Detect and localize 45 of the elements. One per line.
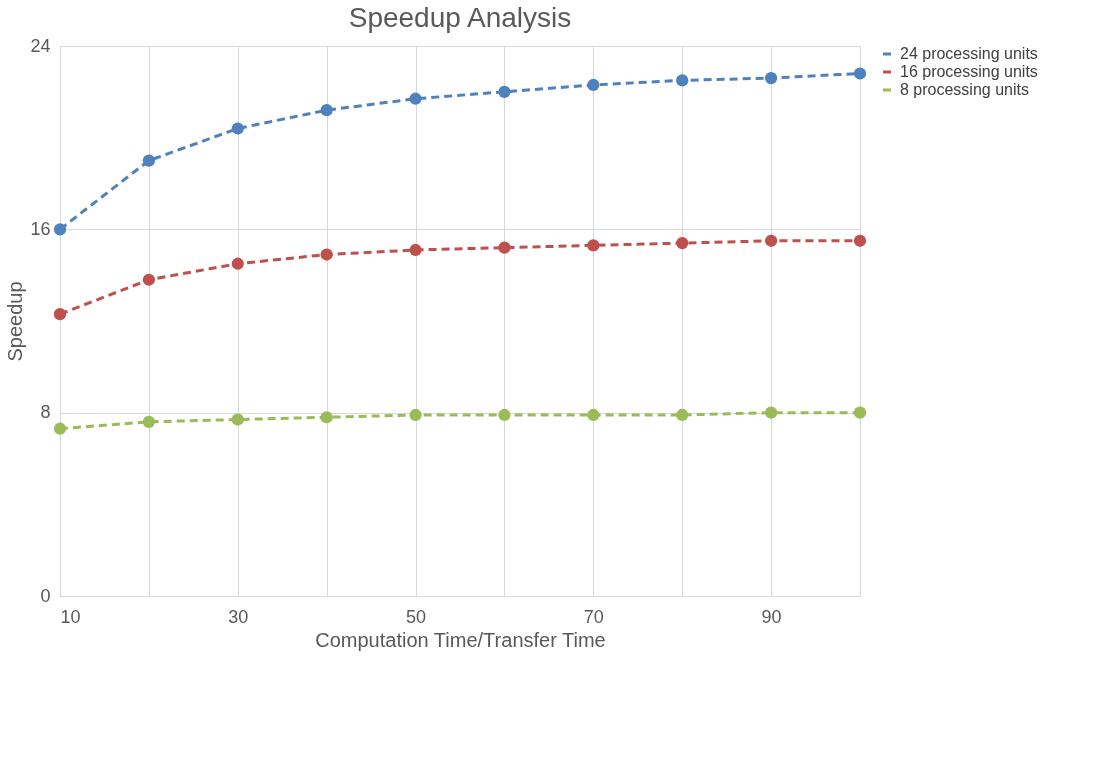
legend-label: 16 processing units	[900, 63, 1038, 80]
x-tick-label: 90	[761, 606, 782, 627]
point	[853, 67, 867, 80]
point	[320, 248, 333, 261]
x-tick-label: 30	[228, 606, 249, 627]
legend-label: 8 processing units	[900, 81, 1029, 98]
point	[587, 78, 600, 92]
point	[409, 243, 422, 257]
y-tick-label: 24	[30, 35, 51, 56]
point	[764, 234, 778, 247]
point	[676, 236, 689, 250]
point	[231, 122, 244, 135]
x-tick-label: 50	[406, 606, 427, 627]
point	[409, 408, 422, 422]
point	[142, 273, 156, 286]
point	[320, 104, 333, 117]
point	[409, 92, 422, 105]
point	[764, 71, 778, 85]
y-tick-label: 8	[40, 402, 51, 423]
point	[231, 257, 244, 270]
point	[231, 413, 244, 426]
legend-label: 24 processing units	[900, 45, 1038, 62]
x-axis-title: Computation Time/Transfer Time	[315, 628, 606, 651]
point	[853, 406, 867, 419]
point	[764, 406, 778, 419]
point	[53, 223, 67, 236]
point	[320, 411, 333, 424]
point	[676, 74, 689, 87]
point	[587, 408, 600, 422]
point	[53, 308, 67, 321]
point	[53, 422, 67, 435]
y-axis-title: Speedup	[4, 281, 27, 362]
chart-title: Speedup Analysis	[348, 2, 572, 33]
y-tick-label: 0	[40, 585, 51, 606]
x-tick-label: 70	[583, 606, 604, 627]
x-tick-label: 10	[60, 606, 81, 627]
point	[676, 408, 689, 422]
point	[498, 241, 511, 254]
point	[142, 415, 156, 428]
point	[587, 239, 600, 252]
point	[142, 154, 156, 167]
y-tick-label: 16	[30, 218, 51, 239]
point	[498, 408, 511, 422]
point	[498, 85, 511, 98]
point	[853, 234, 867, 247]
